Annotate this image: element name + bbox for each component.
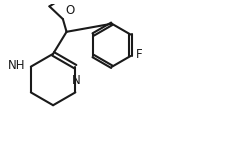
Text: O: O: [66, 4, 75, 17]
Text: F: F: [135, 48, 142, 61]
Text: NH: NH: [8, 59, 25, 72]
Text: N: N: [72, 74, 81, 87]
